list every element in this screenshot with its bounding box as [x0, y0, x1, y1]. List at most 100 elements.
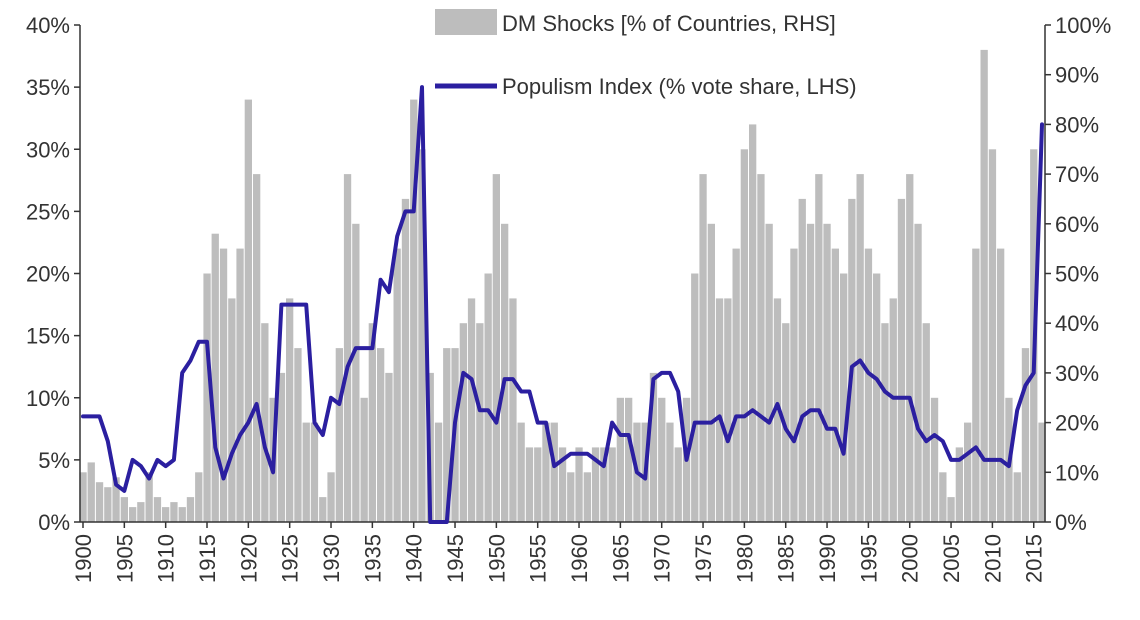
- dm-shock-bar: [228, 298, 236, 522]
- dm-shock-bar: [658, 397, 666, 523]
- legend: DM Shocks [% of Countries, RHS] Populism…: [435, 9, 857, 99]
- axes: 0% 5% 10% 15% 20% 25% 30% 35% 40% 0% 10% 20% 30% 40% 5…: [26, 13, 1111, 583]
- dm-shock-bar: [476, 323, 484, 522]
- dm-shock-bar: [988, 149, 997, 523]
- dm-shock-bar: [732, 248, 740, 522]
- dm-shock-bar: [757, 174, 765, 522]
- dm-shock-bar: [178, 507, 186, 522]
- right-tick-label: 50%: [1055, 262, 1099, 287]
- legend-label-dm-shocks: DM Shocks [% of Countries, RHS]: [502, 11, 836, 36]
- x-tick-label: 1955: [526, 534, 551, 583]
- x-tick-label: 2015: [1022, 534, 1047, 583]
- dm-shock-bar: [955, 447, 963, 522]
- x-tick-label: 1900: [71, 534, 96, 583]
- dm-shock-bar: [691, 273, 699, 522]
- dm-shock-bar: [517, 422, 525, 522]
- left-tick-label: 20%: [26, 262, 70, 287]
- dm-shock-bar: [352, 223, 360, 523]
- left-tick-label: 5%: [38, 448, 70, 473]
- dm-shock-bar: [244, 99, 252, 522]
- dm-shock-bar: [889, 298, 897, 522]
- dm-shock-bar: [95, 482, 104, 522]
- dm-shock-bar: [203, 273, 211, 522]
- dm-shock-bar: [724, 298, 732, 522]
- dm-shock-bar: [649, 372, 658, 522]
- dm-shock-bar: [906, 174, 914, 522]
- right-tick-label: 0%: [1055, 510, 1087, 535]
- dm-shock-bar: [881, 323, 889, 522]
- dm-shock-bar: [749, 124, 757, 523]
- x-tick-label: 1920: [236, 534, 261, 583]
- dm-shock-bar: [385, 372, 393, 522]
- dm-shock-bar: [583, 472, 591, 522]
- right-tick-label: 30%: [1055, 361, 1099, 386]
- x-tick-label: 1980: [732, 534, 757, 583]
- dm-shock-bar: [972, 248, 980, 522]
- x-tick-label: 1985: [774, 534, 799, 583]
- dm-shock-bar: [964, 422, 972, 522]
- dm-shock-bar: [195, 472, 203, 522]
- x-tick-label: 1925: [278, 534, 303, 583]
- dm-shock-bar: [277, 372, 286, 522]
- dm-shock-bar: [699, 174, 707, 522]
- populism-index-line: [81, 85, 1044, 524]
- left-tick-label: 25%: [26, 199, 70, 224]
- dm-shock-bar: [939, 472, 947, 522]
- dm-shock-bar: [550, 422, 558, 522]
- dm-shock-bar: [600, 447, 608, 522]
- dm-shock-bar: [666, 422, 674, 522]
- dm-shock-bar: [401, 198, 410, 522]
- dm-shock-bar: [707, 223, 715, 523]
- x-tick-label: 1965: [608, 534, 633, 583]
- dm-shock-bar: [335, 348, 343, 522]
- dm-shock-bar: [112, 477, 120, 522]
- dm-shock-bar: [980, 49, 988, 523]
- right-tick-label: 70%: [1055, 162, 1099, 187]
- right-tick-label: 20%: [1055, 411, 1099, 436]
- dm-shock-bar: [410, 99, 418, 522]
- legend-label-populism: Populism Index (% vote share, LHS): [502, 74, 857, 99]
- dm-shock-bar: [740, 149, 748, 523]
- dm-shock-bar: [798, 198, 806, 522]
- dm-shock-bar: [153, 497, 162, 522]
- dm-shock-bar: [253, 174, 261, 522]
- dm-shock-bar: [162, 507, 170, 522]
- x-tick-label: 1915: [195, 534, 220, 583]
- x-tick-label: 1935: [360, 534, 385, 583]
- dm-shock-bar: [310, 422, 319, 522]
- x-tick-label: 1910: [154, 534, 179, 583]
- dm-shock-bar: [145, 472, 153, 522]
- dm-shock-bar: [211, 233, 219, 522]
- dm-shock-bar: [501, 223, 509, 523]
- legend-swatch-dm-shocks: [435, 9, 497, 35]
- x-tick-label: 2000: [898, 534, 923, 583]
- dm-shock-bar: [947, 497, 955, 522]
- dm-shock-bar: [782, 323, 790, 522]
- dm-shock-bar: [674, 447, 682, 522]
- dm-shock-bar: [467, 298, 476, 522]
- dm-shock-bar: [575, 447, 583, 522]
- x-tick-label: 1975: [691, 534, 716, 583]
- dm-shock-bar: [261, 323, 269, 522]
- left-tick-label: 10%: [26, 386, 70, 411]
- dm-shock-bar: [377, 348, 385, 522]
- dm-shock-bar: [815, 174, 823, 522]
- dm-shock-bar: [591, 447, 600, 522]
- x-tick-label: 1995: [856, 534, 881, 583]
- dm-shock-bar: [558, 447, 567, 522]
- dm-shock-bar: [1038, 422, 1046, 522]
- dm-shock-bar: [848, 198, 856, 522]
- left-tick-label: 30%: [26, 137, 70, 162]
- left-tick-label: 35%: [26, 75, 70, 100]
- dm-shock-bar: [873, 273, 881, 522]
- dm-shock-bar: [104, 487, 112, 522]
- dm-shock-bar: [525, 447, 534, 522]
- x-tick-label: 1970: [650, 534, 675, 583]
- dm-shock-bar: [360, 397, 368, 523]
- dm-shock-bar: [864, 248, 873, 522]
- dm-shock-bar: [922, 323, 930, 522]
- dm-shock-bar: [542, 422, 550, 522]
- dm-shock-bar: [823, 223, 831, 523]
- x-tick-label: 2005: [939, 534, 964, 583]
- dm-shock-bar: [1021, 348, 1030, 522]
